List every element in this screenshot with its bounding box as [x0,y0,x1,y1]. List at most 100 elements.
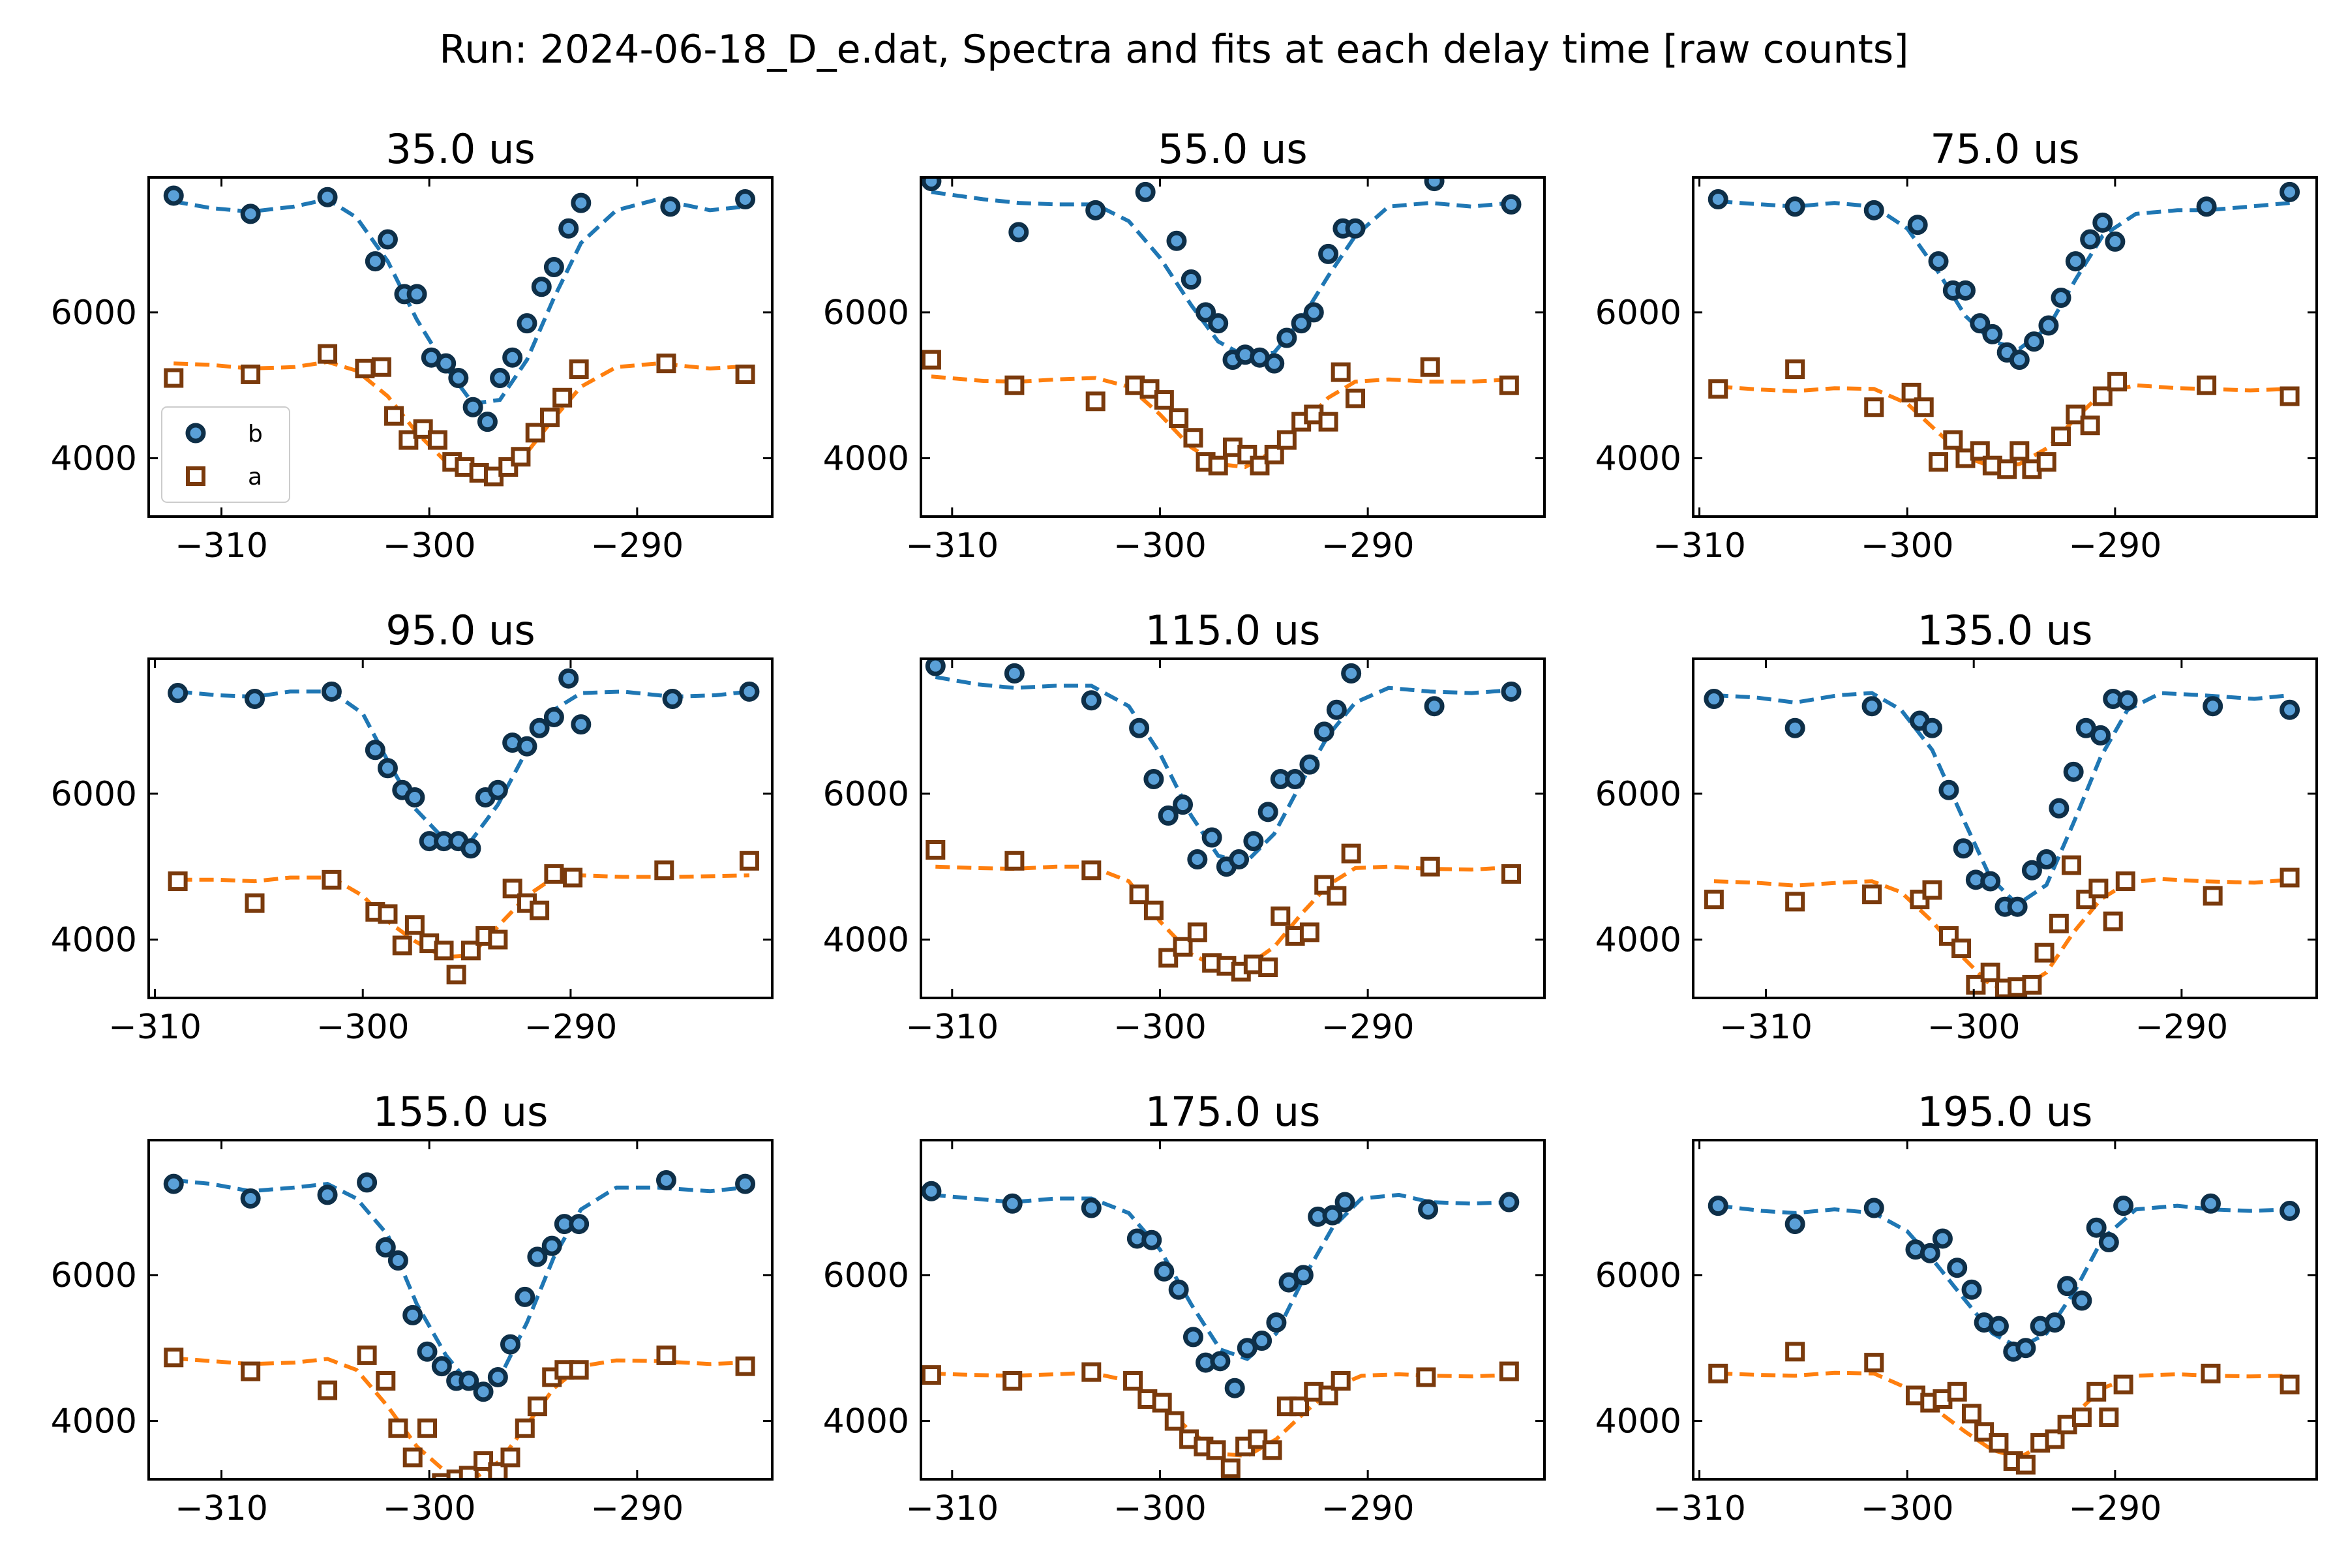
data-point-a [1922,880,1942,900]
x-tick-label: −300 [1113,1008,1207,1047]
data-point-b [1501,681,1522,702]
x-tick-label: −290 [2068,1489,2161,1528]
data-point-b [1187,849,1208,870]
data-point-b [735,1173,756,1194]
x-tick-label: −300 [1927,1008,2021,1047]
data-point-a [1708,379,1728,399]
data-point-b [1293,1265,1314,1286]
data-point-a [1951,938,1972,958]
data-point-b [2092,212,2113,233]
data-point-b [490,368,511,389]
data-point-b [1143,769,1164,790]
data-point-b [477,412,498,432]
data-point-a [1143,900,1164,920]
data-point-b [1314,721,1334,742]
axes-frame [920,1139,1546,1481]
data-point-a [1169,408,1189,429]
panel-title: 35.0 us [385,125,535,173]
data-point-a [1704,890,1724,910]
data-point-a [563,867,583,888]
axes-frame [147,176,774,518]
data-point-a [1152,1393,1172,1413]
panel-title: 75.0 us [1930,125,2079,173]
data-point-a [371,357,391,377]
y-tick-label: 6000 [51,1256,137,1295]
data-point-b [1008,222,1029,243]
data-point-b [2090,725,2111,746]
data-point-a [1208,455,1228,475]
data-point-b [1932,1228,1953,1249]
data-point-b [735,189,756,210]
y-tick-label: 6000 [1595,1256,1681,1295]
y-tick-label: 4000 [1595,1402,1681,1441]
data-point-b [473,1381,494,1402]
data-point-b [1229,849,1250,870]
data-point-a [488,929,508,950]
data-point-b [462,397,483,417]
panels-container: 35.0 us −310 −300 −290 4000 6000 ba 55.0 us −310… [51,125,2318,1528]
data-point-a [1187,922,1207,942]
data-point-b [168,683,188,704]
data-point-a [402,1447,423,1468]
fit-line-b [1717,1203,2290,1351]
data-point-a [540,407,560,427]
data-point-b [1081,1198,1102,1218]
plot-area [163,185,756,487]
data-point-a [2197,375,2217,395]
data-point-b [2200,1193,2221,1214]
data-point-a [735,1356,755,1376]
data-point-b [571,714,592,735]
data-point-a [735,364,755,384]
data-point-a [2088,879,2109,899]
data-point-a [1258,957,1278,978]
data-point-b [365,251,385,272]
data-point-b [2203,696,2223,717]
data-point-b [1501,194,1522,215]
data-point-a [1164,1411,1184,1431]
legend-marker-b [185,423,206,444]
axes-frame [1692,657,2318,999]
data-point-b [2009,350,2030,370]
data-point-a [2107,372,2128,392]
plot-area [163,1170,756,1479]
data-point-b [1982,324,2003,344]
data-point-a [241,364,261,384]
data-point-b [569,1214,590,1235]
data-point-a [654,860,674,881]
panel-1: 35.0 us −310 −300 −290 4000 6000 ba [51,125,774,565]
data-point-b [1784,1214,1805,1235]
data-point-a [1318,412,1338,432]
data-point-a [1004,851,1025,871]
data-point-a [1331,362,1351,382]
data-point-b [375,1237,396,1258]
x-tick-label: −300 [1113,526,1207,565]
x-tick-label: −310 [905,1489,999,1528]
data-point-a [921,350,941,370]
data-point-a [446,965,466,985]
data-point-a [1123,1371,1143,1391]
data-point-b [402,1304,423,1325]
data-point-b [1784,196,1805,217]
data-point-b [2057,1276,2078,1297]
data-point-b [459,1370,479,1391]
data-point-a [2022,974,2042,995]
data-point-a [488,1462,508,1479]
plot-area [925,659,1522,982]
legend: ba [161,406,290,503]
data-point-b [163,185,184,206]
data-point-b [2105,231,2126,252]
panel-title: 175.0 us [1145,1088,1321,1136]
data-point-b [1322,1205,1343,1226]
data-point-a [1997,459,2017,479]
x-tick-label: −310 [175,1489,268,1528]
data-point-a [1299,922,1319,942]
data-point-a [1276,430,1297,450]
fit-line-a [177,873,749,959]
data-point-b [487,779,508,800]
legend-marker-a [186,466,205,486]
x-tick-label: −290 [590,1489,684,1528]
y-tick-label: 4000 [51,921,137,960]
data-point-b [460,838,481,859]
data-point-a [1980,962,2000,982]
x-tick-label: −300 [1113,1489,1207,1528]
